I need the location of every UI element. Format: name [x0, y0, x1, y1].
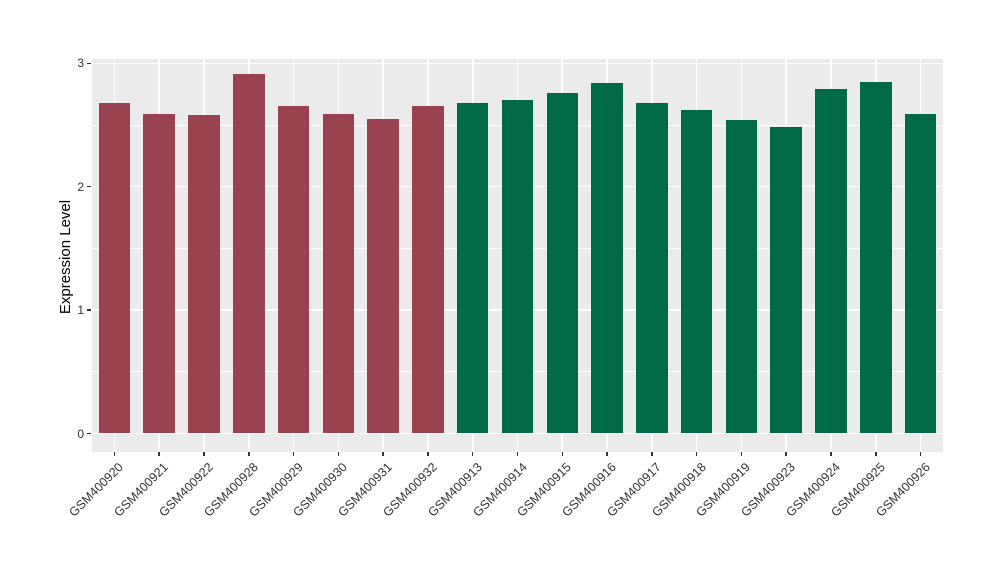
y-tick-label-1: 1	[77, 303, 84, 318]
x-tick-mark-GSM400930	[337, 452, 340, 456]
y-tick-mark-0	[87, 432, 91, 435]
x-tick-label-GSM400923: GSM400923	[738, 460, 799, 520]
bar-GSM400930	[322, 113, 355, 434]
y-tick-mark-2	[87, 185, 91, 188]
x-tick-mark-GSM400914	[516, 452, 519, 456]
x-tick-mark-GSM400920	[113, 452, 116, 456]
x-tick-label-GSM400929: GSM400929	[245, 460, 306, 520]
y-tick-label-3: 3	[77, 56, 84, 71]
x-tick-label-GSM400924: GSM400924	[783, 460, 843, 520]
x-tick-mark-GSM400924	[830, 452, 832, 456]
bar-GSM400920	[98, 102, 131, 434]
bar-GSM400926	[904, 113, 937, 434]
y-tick-mark-3	[87, 62, 91, 65]
bar-GSM400918	[680, 110, 713, 434]
x-tick-mark-GSM400913	[471, 452, 474, 456]
bar-GSM400916	[591, 83, 623, 434]
x-tick-label-GSM400926: GSM400926	[872, 460, 933, 520]
bar-GSM400924	[815, 89, 847, 434]
bar-GSM400923	[770, 127, 802, 434]
x-tick-label-GSM400930: GSM400930	[290, 460, 351, 520]
y-tick-mark-1	[87, 309, 91, 311]
x-tick-mark-GSM400923	[785, 452, 787, 456]
bar-GSM400922	[188, 115, 220, 434]
x-tick-label-GSM400921: GSM400921	[111, 460, 172, 520]
x-tick-label-GSM400915: GSM400915	[514, 460, 575, 520]
x-tick-label-GSM400918: GSM400918	[649, 460, 709, 520]
x-tick-label-GSM400913: GSM400913	[425, 460, 485, 520]
x-tick-mark-GSM400925	[875, 452, 877, 456]
x-tick-mark-GSM400918	[695, 452, 698, 456]
x-tick-label-GSM400922: GSM400922	[156, 460, 216, 520]
bar-GSM400921	[143, 113, 175, 434]
x-tick-label-GSM400919: GSM400919	[693, 460, 754, 520]
bar-GSM400914	[501, 100, 534, 434]
x-tick-label-GSM400920: GSM400920	[66, 460, 127, 520]
x-tick-mark-GSM400929	[292, 452, 295, 456]
x-tick-mark-GSM400916	[606, 452, 608, 456]
x-tick-mark-GSM400919	[740, 452, 743, 456]
bar-GSM400915	[546, 92, 579, 434]
bar-GSM400917	[636, 102, 668, 434]
bar-GSM400913	[456, 102, 489, 434]
x-tick-label-GSM400916: GSM400916	[559, 460, 619, 520]
x-tick-mark-GSM400922	[203, 452, 205, 456]
x-tick-label-GSM400931: GSM400931	[335, 460, 396, 520]
bar-GSM400931	[367, 118, 399, 434]
y-tick-label-2: 2	[77, 179, 84, 194]
x-tick-label-GSM400928: GSM400928	[201, 460, 261, 520]
plot-panel	[92, 59, 943, 452]
bar-GSM400932	[412, 106, 444, 434]
bar-GSM400919	[725, 120, 758, 434]
bar-GSM400928	[233, 74, 265, 434]
x-tick-mark-GSM400921	[158, 452, 160, 456]
x-tick-label-GSM400932: GSM400932	[380, 460, 440, 520]
x-tick-mark-GSM400931	[382, 452, 384, 456]
x-tick-mark-GSM400932	[427, 452, 429, 456]
bar-GSM400929	[277, 106, 310, 434]
x-tick-label-GSM400914: GSM400914	[469, 460, 530, 520]
x-tick-mark-GSM400928	[248, 452, 250, 456]
x-tick-mark-GSM400917	[651, 452, 653, 456]
x-tick-label-GSM400925: GSM400925	[828, 460, 888, 520]
x-tick-label-GSM400917: GSM400917	[604, 460, 664, 520]
x-tick-mark-GSM400926	[919, 452, 922, 456]
x-tick-mark-GSM400915	[561, 452, 564, 456]
bar-GSM400925	[860, 81, 892, 434]
y-tick-label-0: 0	[77, 426, 84, 441]
